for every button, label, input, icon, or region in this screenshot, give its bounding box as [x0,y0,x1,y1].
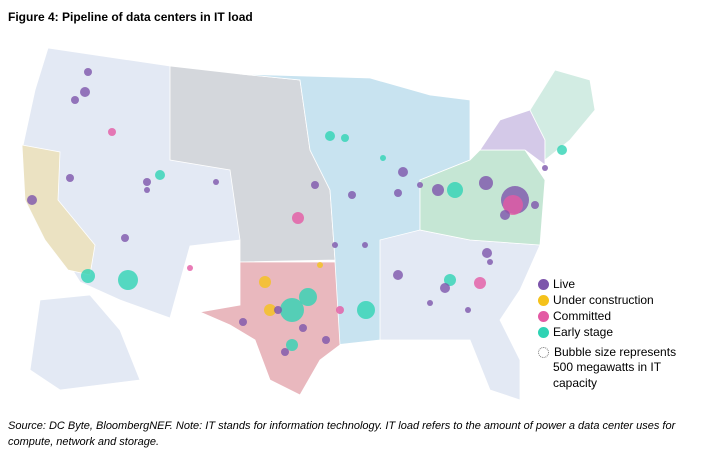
live-bubble [394,189,402,197]
live-bubble [398,167,408,177]
committed-bubble [292,212,304,224]
early-stage-bubble [380,155,386,161]
early-stage-bubble [299,288,317,306]
early-stage-bubble [155,170,165,180]
early-stage-bubble [447,182,463,198]
committed-bubble [503,195,523,215]
live-bubble [27,195,37,205]
early-stage-dot-icon [538,326,549,338]
legend-size-note: Bubble size represents [538,344,676,360]
early-stage-bubble [280,298,304,322]
bubble-size-icon [538,346,549,358]
live-bubble [479,176,493,190]
live-bubble [348,191,356,199]
early-stage-bubble [81,269,95,283]
live-bubble [417,182,423,188]
live-bubble [281,348,289,356]
figure-title: Figure 4: Pipeline of data centers in IT… [8,10,253,24]
live-bubble [432,184,444,196]
legend-item-under-construction: Under construction [538,292,676,308]
live-bubble [482,248,492,258]
under-construction-bubble [264,304,276,316]
live-bubble [84,68,92,76]
committed-bubble [108,128,116,136]
live-bubble [427,300,433,306]
live-bubble [440,283,450,293]
live-bubble [213,179,219,185]
live-bubble [332,242,338,248]
live-bubble [393,270,403,280]
legend-item-live: Live [538,276,676,292]
under-construction-bubble [259,276,271,288]
region-newengland [529,69,596,161]
live-bubble [143,178,151,186]
live-bubble [531,201,539,209]
early-stage-bubble [357,301,375,319]
source-note: Source: DC Byte, BloombergNEF. Note: IT … [8,420,676,448]
live-bubble [299,324,307,332]
committed-bubble [187,265,193,271]
live-bubble [465,307,471,313]
committed-dot-icon [538,310,549,322]
region-pjm [419,149,546,246]
committed-bubble [336,306,344,314]
early-stage-bubble [557,145,567,155]
live-bubble [542,165,548,171]
live-bubble [274,306,282,314]
live-bubble [500,210,510,220]
live-bubble [362,242,368,248]
early-stage-bubble [286,339,298,351]
live-bubble [71,96,79,104]
region-southeast [379,229,541,401]
legend-size-note-line2: 500 megawatts in IT [553,360,662,374]
live-bubble [239,318,247,326]
live-bubble [487,259,493,265]
live-bubble [121,234,129,242]
live-bubble [322,336,330,344]
early-stage-bubble [444,274,456,286]
live-bubble [311,181,319,189]
legend-size-note-line3: capacity [553,376,598,390]
region-alaska [29,294,141,391]
live-dot-icon [538,278,549,290]
legend-item-early-stage: Early stage [538,324,676,340]
under-construction-bubble [317,262,323,268]
early-stage-bubble [325,131,335,141]
early-stage-bubble [341,134,349,142]
live-bubble [144,187,150,193]
under-construction-dot-icon [538,294,549,306]
early-stage-bubble [118,270,138,290]
legend: Live Under construction Committed Early … [538,276,676,392]
committed-bubble [474,277,486,289]
live-bubble [80,87,90,97]
legend-item-committed: Committed [538,308,676,324]
live-bubble [66,174,74,182]
